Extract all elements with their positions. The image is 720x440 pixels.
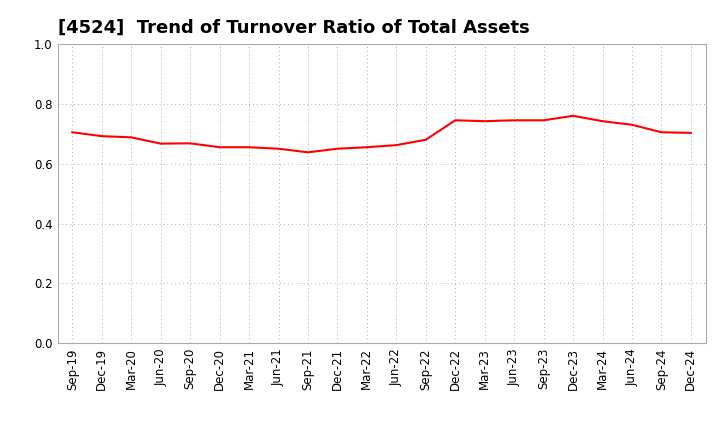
Text: [4524]  Trend of Turnover Ratio of Total Assets: [4524] Trend of Turnover Ratio of Total … <box>58 19 529 37</box>
